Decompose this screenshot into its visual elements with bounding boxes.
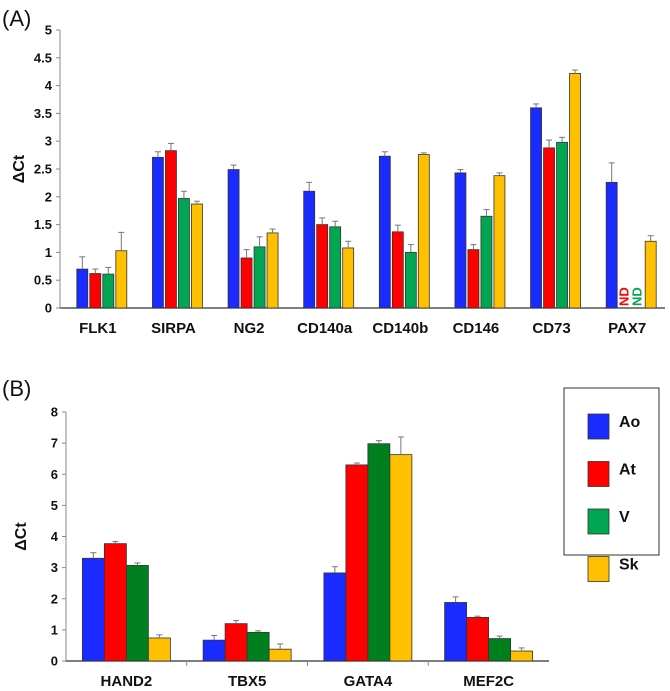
bar-ao bbox=[378, 155, 391, 309]
category-label: GATA4 bbox=[344, 673, 393, 690]
y-tick-label: 3.5 bbox=[34, 106, 52, 121]
bar-sk bbox=[342, 247, 355, 309]
y-tick-label: 0 bbox=[45, 301, 52, 316]
bar-at bbox=[345, 464, 369, 662]
bar-ao bbox=[303, 190, 316, 309]
legend-swatch-v bbox=[587, 508, 610, 535]
bar-sk bbox=[569, 72, 581, 309]
chart-a: 0 0.5 1 1.5 2 2.5 3 3.5 4 4.5 5 ΔCt FLK1 SIRPA NG2 CD14… bbox=[11, 23, 665, 337]
category-label: TBX5 bbox=[228, 673, 266, 690]
legend-label-v: V bbox=[619, 509, 630, 526]
bar-ao bbox=[202, 639, 226, 662]
y-tick-label: 2.5 bbox=[34, 162, 52, 177]
bar-ao bbox=[152, 156, 164, 309]
y-tick-label: 7 bbox=[51, 436, 58, 451]
category-label: CD140b bbox=[372, 320, 428, 337]
y-tick-label: 4.5 bbox=[34, 50, 52, 65]
bar-at bbox=[89, 273, 102, 309]
y-tick-label: 3 bbox=[45, 134, 52, 149]
y-tick-label: 0.5 bbox=[34, 273, 52, 288]
category-label: CD140a bbox=[297, 320, 353, 337]
y-tick-label: 5 bbox=[45, 23, 52, 38]
bar-sk bbox=[417, 154, 430, 309]
bar-v bbox=[488, 638, 512, 662]
bar-ao bbox=[444, 602, 468, 662]
y-axis-label: ΔCt bbox=[13, 522, 30, 551]
bar-sk bbox=[147, 637, 171, 662]
y-tick-label: 1.5 bbox=[34, 217, 52, 232]
bar-at bbox=[224, 623, 248, 662]
panel-a-label: (A) bbox=[2, 6, 31, 31]
legend-swatch-at bbox=[587, 461, 610, 487]
bar-sk bbox=[266, 232, 279, 309]
category-label: FLK1 bbox=[79, 320, 117, 337]
bar-sk bbox=[389, 454, 413, 662]
chart-b: 0 1 2 3 4 5 6 7 8 ΔCt HAND2 TBX5 GATA4 MEF2C bbox=[13, 405, 549, 690]
bar-ao bbox=[530, 107, 542, 309]
bar-v bbox=[404, 251, 417, 309]
y-tick-label: 6 bbox=[51, 467, 58, 482]
legend-swatch-sk bbox=[587, 556, 610, 582]
y-tick-label: 3 bbox=[51, 560, 58, 575]
y-tick-label: 4 bbox=[51, 529, 59, 544]
category-label: HAND2 bbox=[101, 673, 153, 690]
bar-at bbox=[240, 257, 253, 309]
bar-ao bbox=[454, 172, 467, 309]
bar-at bbox=[466, 617, 490, 662]
category-label: PAX7 bbox=[608, 320, 646, 337]
bar-v bbox=[246, 631, 270, 662]
bar-ao bbox=[81, 557, 105, 662]
bar-at bbox=[103, 543, 127, 662]
category-label: CD73 bbox=[532, 320, 570, 337]
bar-v bbox=[178, 198, 190, 309]
category-label: CD146 bbox=[453, 320, 500, 337]
legend: Ao At V Sk bbox=[563, 387, 660, 582]
y-axis-label: ΔCt bbox=[11, 154, 28, 183]
panel-b-label: (B) bbox=[2, 376, 31, 401]
y-tick-label: 2 bbox=[45, 189, 52, 204]
bar-ao bbox=[227, 169, 240, 309]
category-label: NG2 bbox=[234, 320, 265, 337]
nd-annotation: ND bbox=[630, 287, 645, 306]
y-tick-label: 1 bbox=[51, 622, 58, 637]
nd-annotation: ND bbox=[617, 287, 632, 306]
bar-ao bbox=[76, 268, 89, 309]
y-tick-label: 2 bbox=[51, 591, 58, 606]
bar-at bbox=[543, 147, 555, 309]
category-label: SIRPA bbox=[151, 320, 196, 337]
y-tick-label: 4 bbox=[45, 78, 53, 93]
bar-sk bbox=[268, 648, 292, 662]
legend-label-at: At bbox=[619, 462, 637, 479]
y-tick-label: 8 bbox=[51, 405, 58, 420]
bar-v bbox=[125, 565, 149, 662]
bar-sk bbox=[115, 250, 128, 309]
bar-sk bbox=[644, 240, 657, 309]
legend-label-ao: Ao bbox=[619, 414, 641, 431]
bar-at bbox=[165, 150, 177, 309]
bar-ao bbox=[323, 572, 347, 662]
bar-at bbox=[391, 231, 404, 309]
y-tick-label: 0 bbox=[51, 654, 58, 669]
bar-sk bbox=[191, 203, 203, 309]
y-tick-label: 5 bbox=[51, 498, 58, 513]
bar-ao bbox=[605, 181, 618, 309]
bar-v bbox=[480, 215, 493, 309]
bar-sk bbox=[510, 650, 534, 662]
legend-box bbox=[563, 387, 660, 556]
bar-v bbox=[102, 273, 115, 309]
bar-at bbox=[467, 249, 480, 309]
legend-label-sk: Sk bbox=[619, 557, 639, 574]
bar-sk bbox=[493, 175, 506, 309]
bar-v bbox=[367, 443, 391, 662]
y-tick-label: 1 bbox=[45, 245, 52, 260]
bar-v bbox=[329, 226, 342, 309]
bar-at bbox=[316, 224, 329, 309]
legend-swatch-ao bbox=[587, 413, 610, 440]
bar-v bbox=[556, 141, 568, 309]
bar-v bbox=[253, 246, 266, 309]
category-label: MEF2C bbox=[463, 673, 514, 690]
